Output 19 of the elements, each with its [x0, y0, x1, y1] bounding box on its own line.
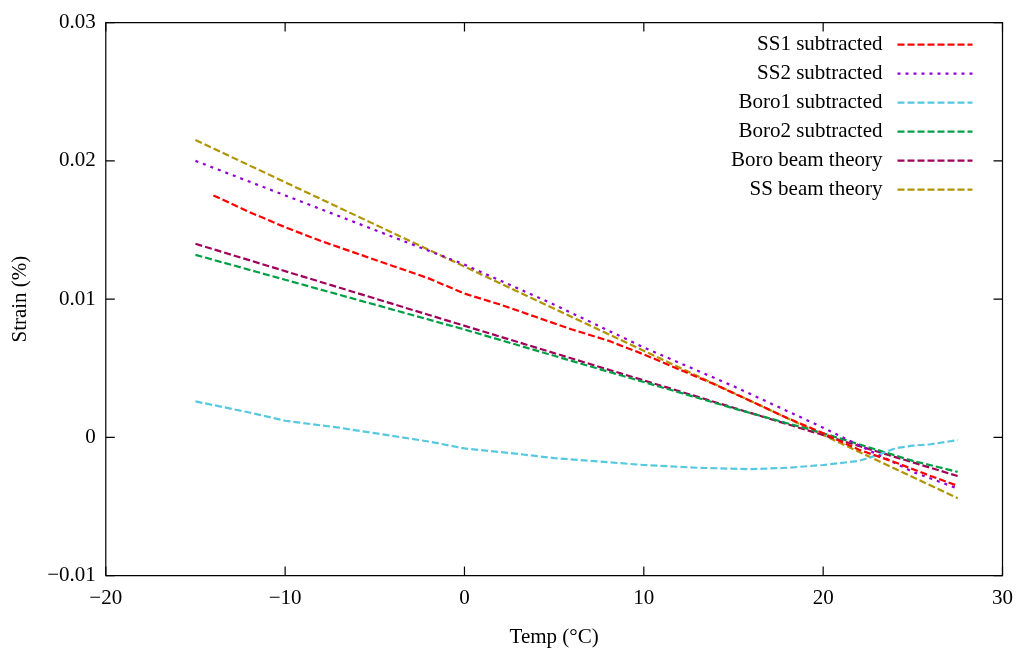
y-tick-label: 0.02 — [59, 147, 96, 172]
x-tick-label: 20 — [812, 584, 834, 609]
legend-label: Boro2 subtracted — [738, 118, 883, 143]
y-tick-label: 0.01 — [59, 285, 96, 310]
x-tick-label: 30 — [992, 584, 1013, 609]
legend-label: SS beam theory — [749, 176, 883, 201]
y-tick-label: 0 — [85, 423, 96, 448]
x-tick-label: 0 — [459, 584, 470, 609]
x-tick-label: −20 — [89, 584, 123, 609]
y-tick-label: −0.01 — [47, 562, 96, 587]
x-tick-label: −10 — [268, 584, 302, 609]
y-tick-label: 0.03 — [59, 9, 96, 34]
legend-label: SS1 subtracted — [757, 31, 883, 56]
legend-label: Boro1 subtracted — [738, 89, 883, 114]
x-tick-label: 10 — [633, 584, 655, 609]
y-axis-title: Strain (%) — [7, 255, 32, 343]
legend-label: SS2 subtracted — [757, 60, 883, 85]
x-axis-title: Temp (°C) — [509, 623, 599, 648]
legend-label: Boro beam theory — [730, 147, 883, 172]
